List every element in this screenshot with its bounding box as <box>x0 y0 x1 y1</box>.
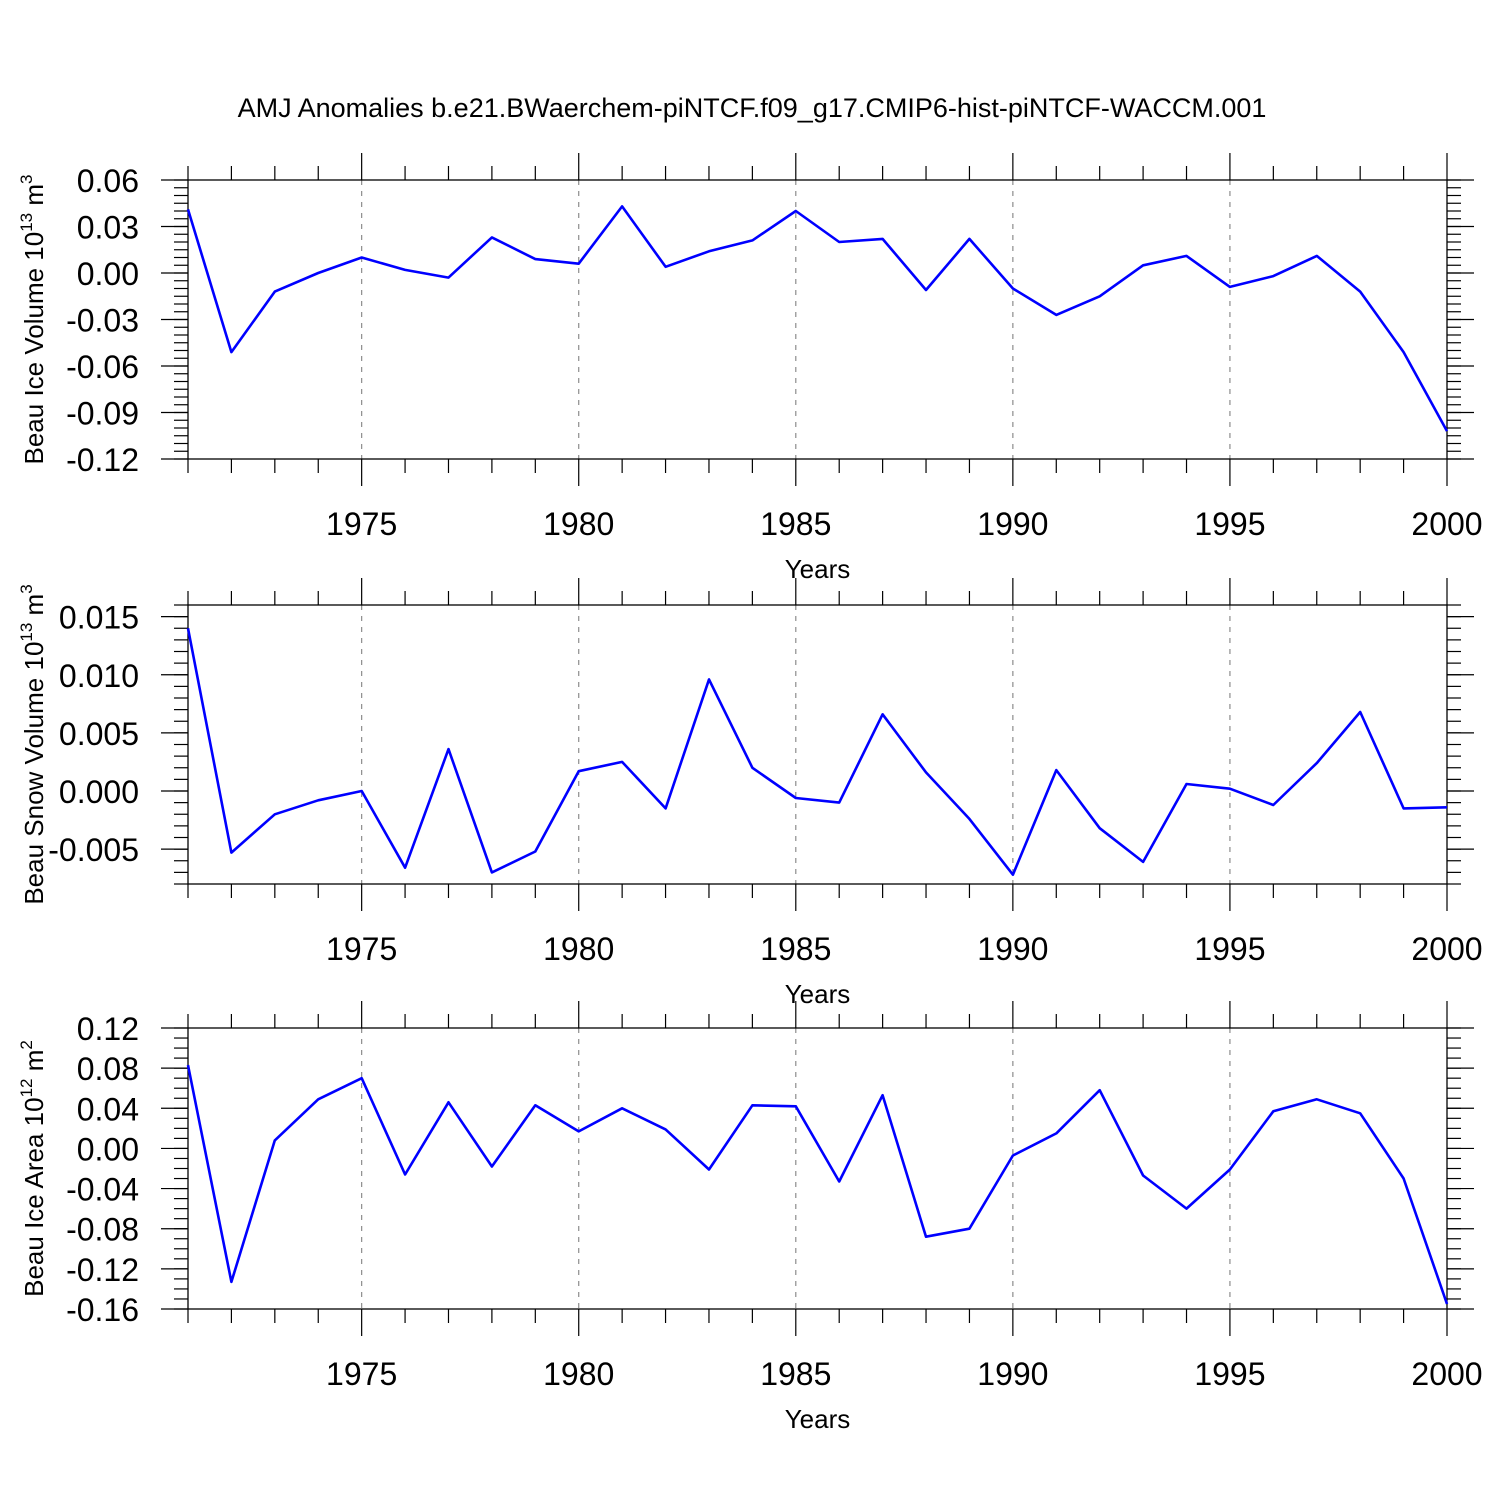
y-axis-label-text: Beau Ice Volume 10 <box>19 232 49 465</box>
panels-group: 1975 1980 1985 1990 1995 2000 0.06 0.03 0.00 -0.0… <box>17 153 1483 1434</box>
x-tick-label: 1995 <box>1194 1356 1265 1392</box>
x-tick-label: 1985 <box>760 506 831 542</box>
y-axis-label-unit-exponent: 3 <box>17 584 36 593</box>
y-tick-label: 0.06 <box>77 163 139 199</box>
y-axis-label-unit-exponent: 2 <box>17 1040 36 1049</box>
series-line <box>186 1064 1449 1305</box>
y-tick-label: 0.015 <box>59 600 139 636</box>
y-tick-label: -0.12 <box>66 442 139 478</box>
y-axis-label: Beau Snow Volume 1013 m3 <box>17 584 49 904</box>
chart-panel-3: 1975 1980 1985 1990 1995 2000 0.12 0.08 0.04 0.00… <box>17 1001 1483 1434</box>
x-tick-label: 1975 <box>326 931 397 967</box>
x-tick-label: 1980 <box>543 931 614 967</box>
x-tick-label: 1980 <box>543 506 614 542</box>
y-tick-label: 0.000 <box>59 774 139 810</box>
y-tick-label: 0.08 <box>77 1051 139 1087</box>
x-tick-label: 1975 <box>326 1356 397 1392</box>
y-tick-label: 0.00 <box>77 1131 139 1167</box>
x-tick-label: 1985 <box>760 931 831 967</box>
y-axis-label-unit: m <box>19 594 49 623</box>
y-axis-label: Beau Ice Volume 1013 m3 <box>17 175 49 465</box>
x-tick-label: 1990 <box>977 506 1048 542</box>
y-axis-label-text: Beau Ice Area 10 <box>19 1097 49 1296</box>
chart-panel-1: 1975 1980 1985 1990 1995 2000 0.06 0.03 0.00 -0.0… <box>17 153 1483 584</box>
y-tick-label: 0.010 <box>59 658 139 694</box>
x-tick-label: 1985 <box>760 1356 831 1392</box>
chart-panel-2: 1975 1980 1985 1990 1995 2000 0.015 0.010 0.005 0… <box>17 578 1483 1009</box>
y-axis-label-unit-exponent: 3 <box>17 175 36 184</box>
series-line <box>186 628 1448 877</box>
x-axis-label: Years <box>785 979 851 1009</box>
y-tick-label: -0.08 <box>66 1212 139 1248</box>
y-tick-label: -0.03 <box>66 303 139 339</box>
x-axis-label: Years <box>785 554 851 584</box>
x-tick-label: 2000 <box>1411 1356 1482 1392</box>
y-tick-label: -0.16 <box>66 1292 139 1328</box>
y-axis-label-exponent: 13 <box>17 213 36 232</box>
y-tick-label: -0.06 <box>66 349 139 385</box>
x-tick-label: 1990 <box>977 1356 1048 1392</box>
x-tick-label: 2000 <box>1411 931 1482 967</box>
x-tick-label: 1995 <box>1194 931 1265 967</box>
y-tick-label: 0.005 <box>59 716 139 752</box>
y-axis-label: Beau Ice Area 1012 m2 <box>17 1040 49 1297</box>
x-tick-label: 1980 <box>543 1356 614 1392</box>
y-axis-label-exponent: 12 <box>17 1078 36 1097</box>
x-tick-label: 1995 <box>1194 506 1265 542</box>
y-tick-label: -0.005 <box>48 832 139 868</box>
figure-title: AMJ Anomalies b.e21.BWaerchem-piNTCF.f09… <box>238 93 1267 123</box>
x-tick-label: 1990 <box>977 931 1048 967</box>
y-tick-label: 0.00 <box>77 256 139 292</box>
y-tick-label: 0.03 <box>77 210 139 246</box>
x-tick-label: 1975 <box>326 506 397 542</box>
y-axis-label-unit: m <box>19 1050 49 1079</box>
y-axis-label-unit: m <box>19 184 49 213</box>
y-axis-label-exponent: 13 <box>17 623 36 642</box>
series-line <box>186 205 1449 432</box>
y-tick-label: 0.12 <box>77 1011 139 1047</box>
x-axis-label: Years <box>785 1404 851 1434</box>
y-tick-label: -0.09 <box>66 396 139 432</box>
y-tick-label: -0.12 <box>66 1252 139 1288</box>
x-tick-label: 2000 <box>1411 506 1482 542</box>
y-tick-label: -0.04 <box>66 1172 139 1208</box>
y-tick-label: 0.04 <box>77 1091 139 1127</box>
y-axis-label-text: Beau Snow Volume 10 <box>19 642 49 905</box>
